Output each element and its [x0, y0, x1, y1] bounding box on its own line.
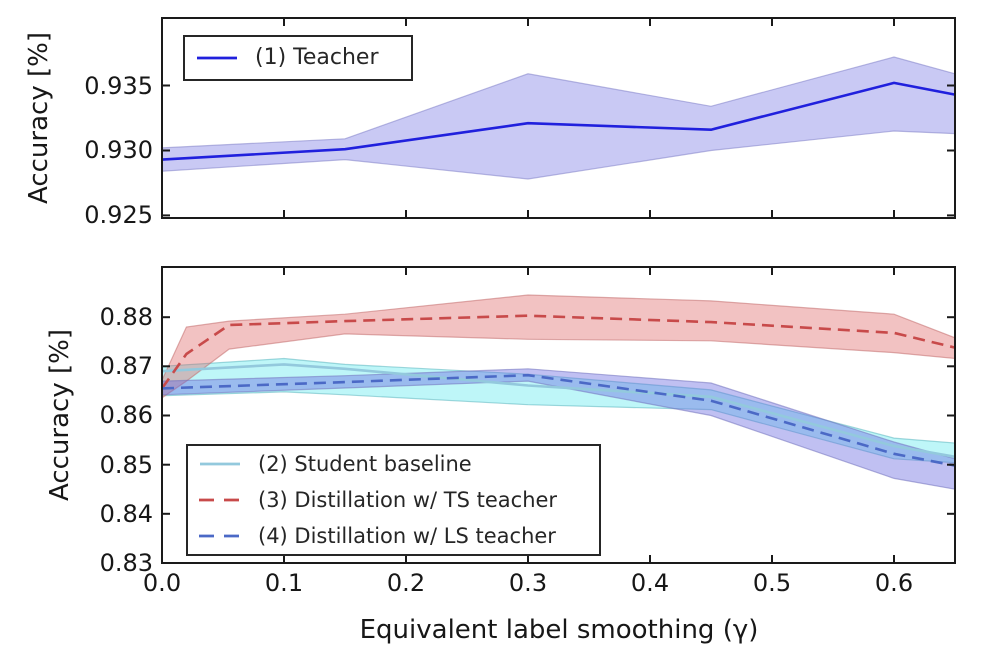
legend-label-distill-ts: (3) Distillation w/ TS teacher: [258, 487, 558, 512]
legend-label-distill-ls: (4) Distillation w/ LS teacher: [258, 523, 556, 548]
legend-label-student-baseline: (2) Student baseline: [258, 451, 472, 476]
teacher-legend-line-sample: [197, 56, 237, 60]
x-tick-label: 0.4: [630, 569, 670, 597]
x-tick-label: 0.2: [386, 569, 426, 597]
legend-item-student-baseline: (2) Student baseline: [188, 446, 599, 482]
y-tick-label: 0.935: [84, 71, 153, 100]
legend-item-teacher: (1) Teacher: [185, 37, 411, 79]
x-tick-label: 0.1: [264, 569, 304, 597]
y-tick-label: 0.88: [99, 303, 153, 332]
bottom-legend: (2) Student baseline (3) Distillation w/…: [186, 444, 601, 556]
student-baseline-line: [161, 363, 956, 459]
teacher-line: [161, 81, 956, 161]
legend-item-distill-ls: (4) Distillation w/ LS teacher: [188, 518, 599, 554]
x-tick-label: 0.6: [874, 569, 914, 597]
distill-ls-teacher-line: [161, 373, 956, 467]
x-axis-label: Equivalent label smoothing (γ): [359, 615, 759, 645]
distill-ts-teacher-line: [160, 314, 956, 390]
x-tick-label: 0.0: [142, 569, 182, 597]
legend-item-distill-ts: (3) Distillation w/ TS teacher: [188, 482, 599, 518]
distill-ts-legend-line-sample: [199, 498, 241, 502]
student-baseline-legend-line-sample: [200, 462, 240, 466]
axes-frame: [161, 17, 956, 219]
y-tick-label: 0.925: [84, 201, 153, 230]
x-tick-label: 0.5: [752, 569, 792, 597]
y-tick-label: 0.84: [99, 499, 153, 528]
y-tick-label: 0.83: [99, 549, 153, 577]
y-tick-label: 0.86: [99, 401, 153, 430]
top-legend: (1) Teacher: [183, 35, 413, 81]
legend-label-teacher: (1) Teacher: [255, 45, 379, 70]
top-y-axis-label: Accuracy [%]: [24, 32, 54, 204]
bottom-y-axis-label: Accuracy [%]: [45, 329, 75, 501]
distill-ls-legend-line-sample: [199, 534, 241, 538]
x-tick-label: 0.3: [508, 569, 548, 597]
y-tick-label: 0.930: [84, 136, 153, 165]
y-tick-label: 0.87: [99, 352, 153, 381]
y-tick-label: 0.85: [99, 450, 153, 479]
